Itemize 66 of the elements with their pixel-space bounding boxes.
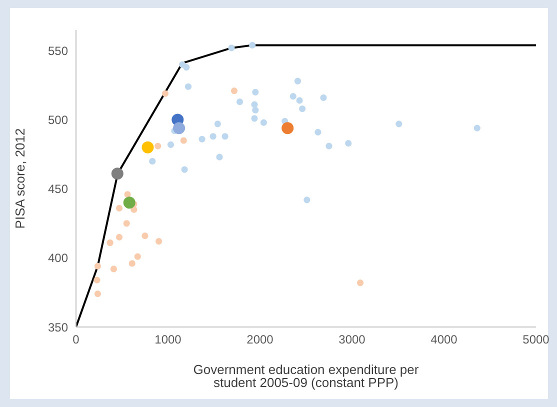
point — [181, 166, 188, 173]
point — [130, 206, 138, 213]
point — [236, 98, 244, 106]
y-axis-title: PISA score, 2012 — [12, 128, 28, 229]
point — [314, 128, 322, 136]
x-axis-title: Government education expenditure per student 2005-09 (constant PPP) — [193, 362, 420, 390]
point — [156, 238, 162, 245]
x-tick-label: 0 — [72, 332, 80, 347]
point — [149, 158, 156, 165]
point — [474, 124, 480, 132]
point — [106, 239, 114, 246]
x-tick-label: 2000 — [246, 332, 274, 347]
point — [290, 93, 296, 100]
point — [345, 140, 352, 147]
point — [252, 106, 259, 114]
point — [123, 196, 136, 209]
y-tick-label: 350 — [48, 320, 68, 334]
y-tick-label: 450 — [48, 182, 68, 196]
x-tick-label: 4000 — [430, 332, 458, 347]
point — [123, 220, 130, 227]
point — [116, 234, 123, 241]
point — [251, 101, 258, 108]
point — [128, 260, 136, 267]
point — [326, 142, 332, 150]
point — [173, 122, 186, 134]
point — [356, 279, 364, 286]
point — [210, 133, 216, 140]
point — [251, 115, 258, 122]
y-tick-label: 550 — [48, 44, 68, 58]
point — [180, 137, 187, 144]
point — [304, 196, 310, 204]
point — [94, 276, 100, 284]
point — [167, 141, 174, 148]
point — [282, 122, 294, 134]
point — [134, 253, 141, 260]
x-tick-label: 3000 — [338, 332, 366, 347]
point — [216, 154, 223, 160]
point — [142, 232, 148, 240]
point — [94, 290, 102, 298]
point — [162, 90, 169, 97]
point — [294, 78, 302, 84]
y-tick-label: 400 — [48, 251, 68, 266]
point — [230, 87, 238, 94]
point — [252, 88, 259, 96]
point — [124, 191, 131, 198]
point — [396, 120, 402, 128]
x-tick-label: 5000 — [522, 332, 550, 347]
point — [142, 141, 154, 154]
point — [110, 266, 118, 272]
point — [228, 44, 235, 52]
point — [222, 133, 228, 140]
point — [184, 83, 192, 90]
point — [299, 105, 306, 112]
point — [116, 204, 123, 212]
point — [249, 42, 256, 48]
point — [214, 120, 221, 128]
point — [94, 262, 102, 270]
point — [154, 142, 162, 150]
point — [296, 97, 303, 104]
x-tick-label: 1000 — [154, 332, 182, 347]
point — [198, 136, 206, 142]
point — [260, 119, 267, 126]
y-tick-label: 500 — [48, 113, 68, 128]
point — [183, 64, 190, 71]
point — [320, 94, 327, 101]
point — [111, 168, 124, 180]
